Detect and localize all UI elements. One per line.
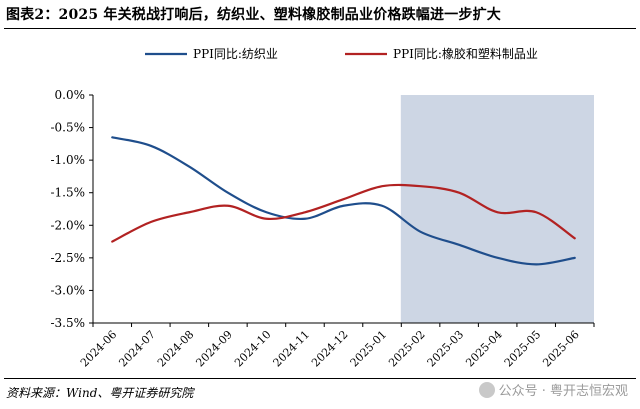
x-tick-label: 2024-09 xyxy=(193,328,235,370)
x-tick-label: 2025-01 xyxy=(348,328,390,370)
y-tick-label: -2.5% xyxy=(50,251,85,265)
watermark: 公众号 · 粤开志恒宏观 xyxy=(478,380,628,399)
y-tick-label: -1.5% xyxy=(50,186,85,200)
x-tick-label: 2025-05 xyxy=(502,328,544,370)
wechat-icon xyxy=(478,382,495,398)
footer-divider xyxy=(4,378,636,379)
chart-title: 图表2：2025 年关税战打响后，纺织业、塑料橡胶制品业价格跌幅进一步扩大 xyxy=(6,7,501,23)
x-tick-label: 2025-02 xyxy=(386,328,428,370)
legend-label-1: PPI同比:纺织业 xyxy=(193,47,278,61)
x-tick-label: 2024-08 xyxy=(155,328,197,370)
title-divider xyxy=(4,28,636,29)
x-tick-label: 2024-07 xyxy=(116,328,158,370)
y-tick-label: -3.5% xyxy=(50,316,85,330)
x-tick-label: 2024-11 xyxy=(271,328,313,370)
y-tick-label: -0.5% xyxy=(50,121,85,135)
y-tick-label: 0.0% xyxy=(55,88,86,102)
watermark-text: 公众号 · 粤开志恒宏观 xyxy=(498,384,628,399)
x-tick-label: 2025-04 xyxy=(463,328,505,370)
source-note: 资料来源：Wind、粤开证券研究院 xyxy=(6,386,194,400)
shaded-period xyxy=(400,95,594,323)
x-tick-label: 2025-06 xyxy=(540,328,582,370)
legend-label-2: PPI同比:橡胶和塑料制品业 xyxy=(393,46,538,61)
x-tick-label: 2024-06 xyxy=(78,328,120,370)
y-tick-label: -2.0% xyxy=(50,218,85,232)
x-tick-label: 2024-12 xyxy=(309,328,351,370)
y-tick-label: -1.0% xyxy=(50,153,85,167)
x-tick-label: 2024-10 xyxy=(232,328,274,370)
y-tick-label: -3.0% xyxy=(50,283,85,297)
x-tick-label: 2025-03 xyxy=(425,328,467,370)
